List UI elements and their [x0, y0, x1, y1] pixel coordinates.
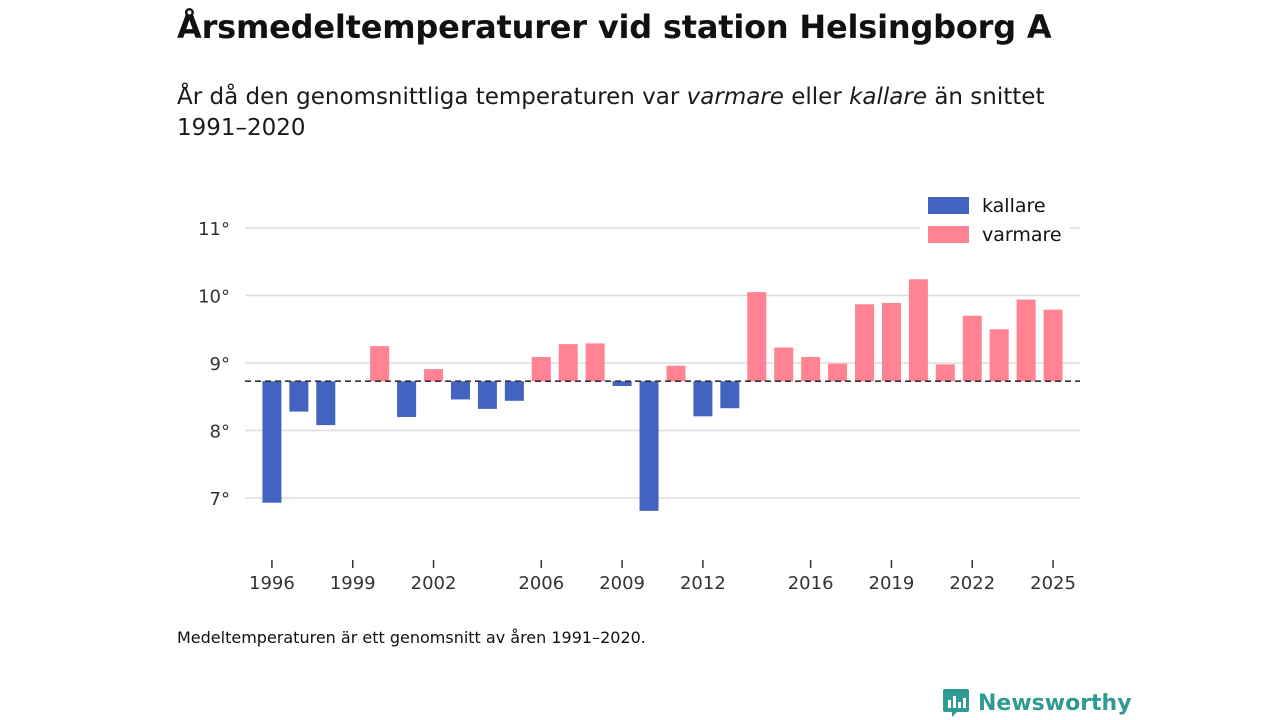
x-tick-label: 1999	[330, 573, 376, 594]
subtitle-cold-word: kallare	[849, 84, 928, 110]
subtitle-prefix: År då den genomsnittliga temperaturen va…	[177, 84, 687, 110]
bar-2019	[881, 302, 901, 382]
chart-subtitle: År då den genomsnittliga temperaturen va…	[177, 82, 1057, 144]
x-tick-label: 2002	[411, 573, 457, 594]
bar-2000	[370, 346, 390, 382]
legend-label-varmare: varmare	[982, 224, 1062, 246]
chart-title: Årsmedeltemperaturer vid station Helsing…	[177, 8, 1052, 46]
y-tick-label: 8°	[210, 422, 230, 443]
x-tick-label: 2022	[949, 573, 995, 594]
bar-2006	[531, 356, 551, 382]
bar-2014	[747, 292, 767, 382]
legend-label-kallare: kallare	[982, 195, 1046, 217]
bar-2015	[774, 347, 794, 382]
bar-2007	[558, 344, 578, 382]
x-tick-label: 2016	[788, 573, 834, 594]
brand-logo: Newsworthy	[942, 688, 1132, 718]
x-tick-label: 2025	[1030, 573, 1076, 594]
y-tick-label: 10°	[198, 287, 230, 308]
x-tick-label: 2019	[869, 573, 915, 594]
x-tick-label: 2009	[599, 573, 645, 594]
bar-2001	[397, 381, 417, 417]
bar-2012	[693, 381, 713, 417]
subtitle-warm-word: varmare	[686, 84, 784, 110]
bar-2008	[585, 343, 605, 382]
bar-2017	[828, 363, 848, 382]
footnote: Medeltemperaturen är ett genomsnitt av å…	[177, 628, 646, 647]
legend-swatch-kallare	[928, 197, 969, 214]
subtitle-middle: eller	[783, 84, 850, 110]
bar-2010	[639, 381, 659, 511]
bar-2005	[504, 381, 524, 401]
bar-2024	[1016, 299, 1036, 382]
legend-swatch-varmare	[928, 226, 969, 243]
y-tick-label: 7°	[210, 489, 230, 510]
bar-2009	[612, 381, 632, 386]
x-tick-label: 1996	[249, 573, 295, 594]
bar-2022	[962, 315, 982, 382]
subtitle-suffix: än snittet 1991–2020	[177, 84, 1045, 141]
x-tick-label: 2012	[680, 573, 726, 594]
y-tick-label: 11°	[198, 219, 230, 240]
newsworthy-logo-icon	[943, 689, 969, 717]
brand-name: Newsworthy	[978, 690, 1132, 716]
bar-2023	[989, 329, 1009, 382]
bar-1996	[262, 381, 282, 503]
bar-2020	[908, 279, 928, 382]
x-tick-label: 2006	[518, 573, 564, 594]
bar-2021	[935, 364, 955, 382]
bar-2018	[855, 304, 875, 382]
bar-2004	[477, 381, 497, 409]
bar-2003	[450, 381, 470, 400]
bar-1998	[316, 381, 336, 426]
bar-2025	[1043, 309, 1063, 382]
bar-1997	[289, 381, 309, 412]
y-tick-label: 9°	[210, 354, 230, 375]
bar-2016	[801, 356, 821, 382]
bar-2002	[424, 369, 444, 382]
bar-2011	[666, 365, 686, 382]
bar-2013	[720, 381, 740, 409]
